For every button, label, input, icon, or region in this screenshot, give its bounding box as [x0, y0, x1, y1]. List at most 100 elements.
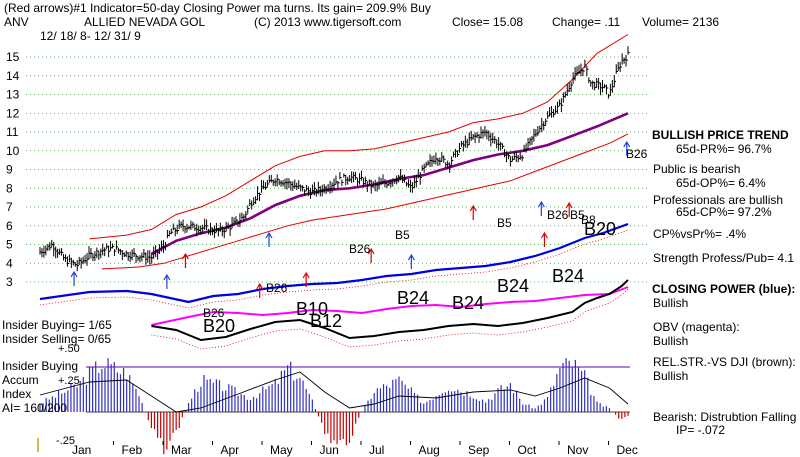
signal-label-b10: B10: [296, 299, 328, 319]
closing-power-line: [39, 222, 629, 304]
y-tick-label: 3: [6, 275, 13, 289]
signal-arrows: [70, 140, 631, 298]
month-label-jan: Jan: [72, 443, 91, 457]
cpvspr-value: CP%vsPr%= .4%: [653, 227, 746, 241]
y-tick-label: 7: [6, 200, 13, 214]
closing-power-ma-line: [39, 229, 629, 309]
y-tick-label: 11: [6, 125, 19, 139]
signal-label-b24: B24: [397, 288, 429, 308]
cp-value: 65d-CP%= 97.2%: [676, 205, 772, 219]
y-tick-label: 8: [6, 181, 13, 195]
buy-arrow-red: [565, 201, 573, 217]
buy-arrow-blue: [623, 140, 631, 156]
month-label-feb: Feb: [122, 443, 143, 457]
relstr-status: Bullish: [653, 369, 688, 383]
y-tick-label: 10: [6, 144, 20, 158]
obv-line: [151, 286, 629, 326]
accum-plus25-label: +.25: [58, 375, 80, 387]
insider-buying-label: Insider Buying= 1/65: [2, 318, 112, 332]
month-label-jun: Jun: [320, 443, 339, 457]
relative-strength-line: [151, 279, 629, 342]
signal-label-b8: B8: [581, 213, 596, 227]
y-tick-label: 15: [6, 50, 20, 64]
signal-label-b5: B5: [395, 228, 410, 242]
volume-value: Volume= 2136: [642, 15, 719, 29]
insider-selling-label: Insider Selling= 0/65: [2, 332, 111, 346]
price-bars: [39, 46, 630, 272]
trend-title: BULLISH PRICE TREND: [652, 128, 789, 142]
accum-label: Accum: [2, 373, 39, 387]
closing-power-status: Bullish: [653, 296, 688, 310]
signal-label-b5: B5: [497, 216, 512, 230]
buy-arrow-red: [540, 231, 548, 247]
buy-arrow-red: [256, 282, 264, 298]
strength-value: Strength Profess/Pub= 4.1: [653, 251, 794, 265]
signal-label-b5: B5: [570, 208, 585, 222]
buy-arrow-blue: [70, 270, 78, 286]
ticker-symbol: ANV: [4, 15, 29, 29]
signal-label-b26: B26: [349, 242, 371, 256]
closing-power-title: CLOSING POWER (blue):: [652, 282, 795, 296]
month-label-may: May: [270, 443, 293, 457]
y-tick-label: 13: [6, 88, 20, 102]
month-label-dec: Dec: [617, 443, 638, 457]
ip-value: IP= -.072: [676, 423, 725, 437]
signal-label-b20: B20: [584, 219, 616, 239]
signal-label-b24: B24: [452, 293, 484, 313]
buy-arrow-red: [469, 204, 477, 220]
month-labels: Jan Feb Mar Apr May Jun Jul Aug Sep Oct Nov Dec: [72, 441, 638, 457]
y-axis-ticks: 3 4 5 6 7 8 9 10 11 12 13 14 15: [6, 50, 20, 289]
y-tick-label: 5: [6, 238, 13, 252]
accum-ma-line: [39, 371, 629, 413]
signal-label-b20: B20: [203, 316, 235, 336]
y-tick-label: 6: [6, 219, 13, 233]
y-tick-label: 4: [6, 256, 13, 270]
lower-band-line: [101, 133, 629, 270]
y-tick-label: 9: [6, 163, 13, 177]
accum-minus25-label: -.25: [56, 435, 75, 447]
accum-plus50-label: +.50: [58, 343, 80, 355]
buy-arrow-blue: [265, 231, 273, 247]
ai-label: AI= 160/200: [2, 401, 67, 415]
buy-arrow-red: [181, 252, 189, 268]
close-value: Close= 15.08: [452, 15, 523, 29]
buy-arrow-blue: [537, 200, 545, 216]
pros-status: Professionals are bullish: [653, 193, 783, 207]
public-status: Public is bearish: [653, 162, 740, 176]
month-label-sep: Sep: [468, 443, 490, 457]
month-label-apr: Apr: [221, 443, 240, 457]
op-value: 65d-OP%= 6.4%: [676, 176, 766, 190]
bearish-status: Bearish: Distrubtion Falling: [653, 410, 796, 424]
accum-histogram: [39, 358, 629, 455]
month-label-mar: Mar: [171, 443, 192, 457]
signal-label-b12: B12: [310, 311, 342, 331]
company-name: ALLIED NEVADA GOL: [84, 15, 205, 29]
signal-label-b24: B24: [552, 266, 584, 286]
signal-label-b26: B26: [203, 306, 225, 320]
obv-title: OBV (magenta):: [653, 320, 740, 334]
insider-buying-label-2: Insider Buying: [2, 359, 78, 373]
upper-band-line: [89, 34, 629, 240]
change-value: Change= .11: [552, 15, 620, 29]
signal-label-b24: B24: [497, 276, 529, 296]
signal-label-b26: B26: [547, 208, 569, 222]
index-label: Index: [2, 387, 31, 401]
copyright: (C) 2013 www.tigersoft.com: [254, 15, 401, 29]
month-label-jul: Jul: [369, 443, 384, 457]
y-tick-label: 12: [6, 106, 20, 120]
relstr-title: REL.STR.-VS DJI (brown):: [653, 355, 796, 369]
buy-arrow-blue: [407, 253, 415, 269]
obv-status: Bullish: [653, 334, 688, 348]
month-label-oct: Oct: [518, 443, 537, 457]
indicator-description: (Red arrows)#1 Indicator=50-day Closing …: [4, 1, 431, 15]
signal-label-b26: B26: [626, 147, 648, 161]
buy-arrow-blue: [163, 273, 171, 289]
pr-value: 65d-PR%= 96.7%: [676, 142, 772, 156]
signal-label-b26: B26: [266, 281, 288, 295]
buy-arrow-red: [367, 247, 375, 263]
y-tick-label: 14: [6, 69, 20, 83]
month-label-aug: Aug: [419, 443, 440, 457]
buy-arrow-red: [302, 271, 310, 287]
